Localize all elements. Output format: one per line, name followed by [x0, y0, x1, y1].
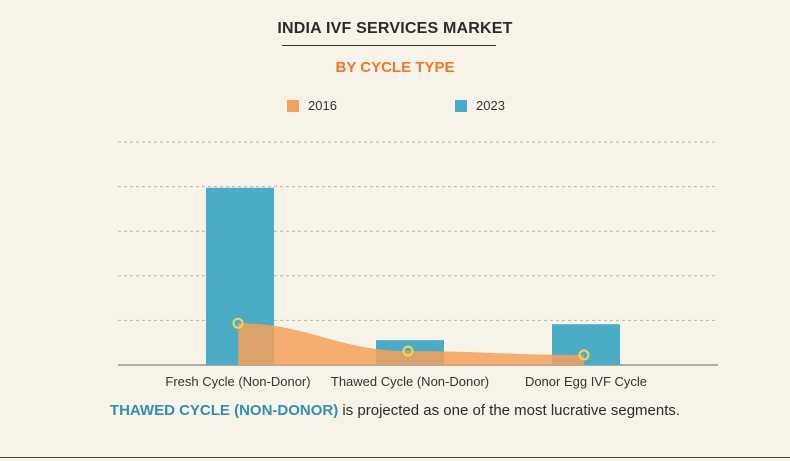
x-tick-label: Fresh Cycle (Non-Donor) [165, 374, 310, 389]
legend-label-2016: 2016 [308, 98, 337, 113]
chart-subtitle: BY CYCLE TYPE [335, 59, 455, 76]
footer-highlight: THAWED CYCLE (NON-DONOR) [109, 402, 339, 419]
chart-title: INDIA IVF SERVICES MARKET [277, 20, 513, 37]
marker-2016 [402, 345, 414, 357]
title-underline [282, 45, 496, 46]
x-tick-label: Donor Egg IVF Cycle [525, 374, 647, 389]
footer-note: THAWED CYCLE (NON-DONOR) is projected as… [0, 402, 790, 419]
footer-text: is projected as one of the most lucrativ… [338, 402, 681, 419]
area-2016 [238, 323, 584, 365]
x-tick-label: Thawed Cycle (Non-Donor) [331, 374, 489, 389]
marker-2016 [232, 317, 244, 329]
bottom-divider [0, 457, 790, 458]
legend-swatch-2023 [455, 99, 467, 112]
legend-swatch-2016 [287, 99, 299, 112]
chart-plot: Fresh Cycle (Non-Donor) Thawed Cycle (Non… [118, 141, 718, 389]
legend-item-2016: 2016 [287, 98, 337, 113]
legend-item-2023: 2023 [455, 98, 505, 113]
legend-label-2023: 2023 [476, 98, 505, 113]
marker-2016 [578, 349, 590, 361]
